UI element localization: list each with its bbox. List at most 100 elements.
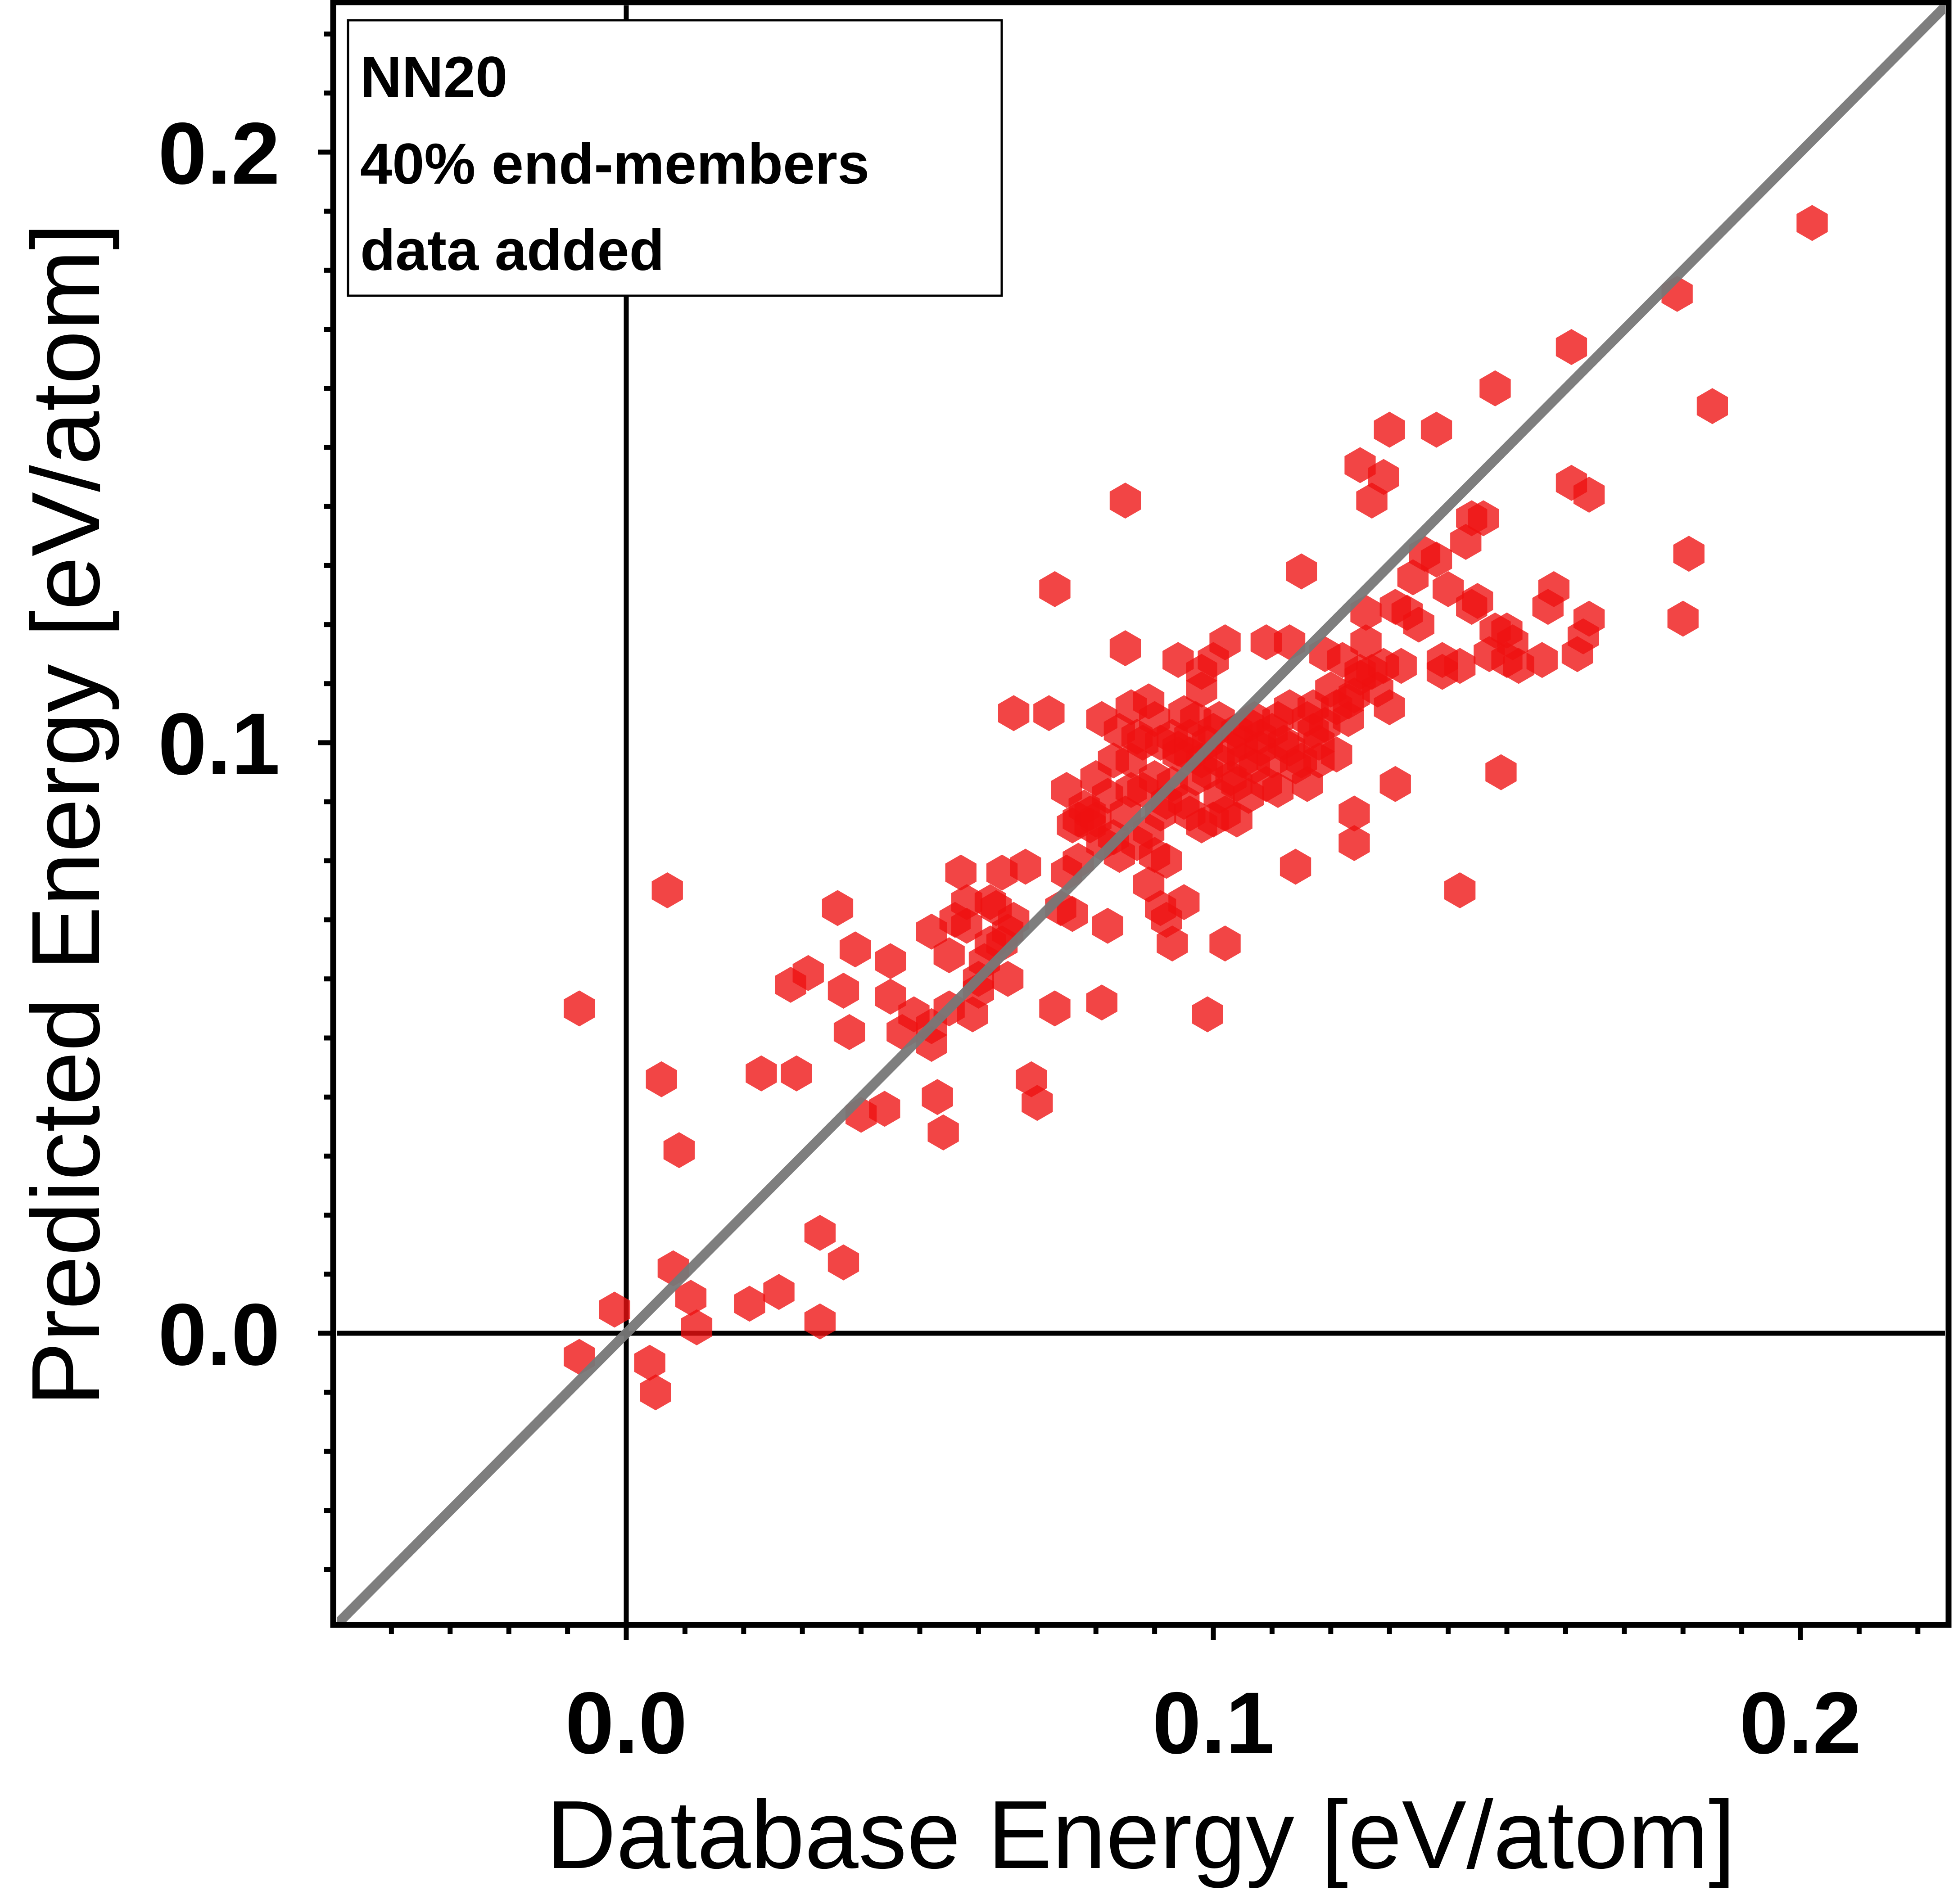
data-point (1503, 648, 1534, 684)
legend-frame (347, 19, 1003, 297)
y-tick-label: 0.1 (158, 695, 280, 793)
data-point (933, 937, 965, 974)
data-point (663, 1132, 695, 1169)
data-point (1280, 848, 1311, 885)
data-point (1462, 583, 1493, 619)
data-point (804, 1303, 836, 1340)
data-point (998, 695, 1030, 731)
data-point (1673, 536, 1705, 572)
data-point (1573, 600, 1605, 637)
data-point (1109, 630, 1141, 667)
data-point (1250, 624, 1282, 660)
reference-line-group (337, 5, 1945, 1625)
data-points (564, 205, 1828, 1411)
x-tick-label: 0.1 (1152, 1674, 1274, 1772)
data-point (1526, 642, 1558, 678)
data-point (1057, 896, 1088, 932)
y-tick-labels: 0.0 0.1 0.2 (158, 104, 280, 1384)
data-point (875, 979, 906, 1015)
data-point (746, 1055, 777, 1092)
data-point (675, 1280, 707, 1316)
data-point (1379, 766, 1411, 802)
legend-box: NN20 40% end-members data added (347, 19, 1003, 297)
y-tick-label: 0.2 (158, 104, 280, 203)
data-point (822, 890, 854, 926)
data-point (1433, 571, 1464, 607)
data-point (1420, 411, 1452, 448)
data-point (1374, 411, 1405, 448)
data-point (1368, 459, 1399, 495)
data-point (634, 1345, 665, 1381)
data-point (833, 1014, 865, 1050)
data-point (828, 1244, 859, 1281)
data-point (1338, 795, 1370, 832)
data-point (763, 1274, 795, 1310)
data-point (927, 1114, 959, 1151)
data-point (1796, 205, 1828, 241)
data-point (804, 1215, 836, 1251)
data-point (1420, 541, 1452, 578)
data-point (564, 990, 595, 1027)
data-point (1468, 500, 1499, 537)
data-point (1192, 996, 1223, 1033)
data-point (1321, 736, 1352, 773)
data-point (1209, 624, 1241, 660)
data-point (1039, 571, 1071, 607)
data-point (951, 907, 982, 944)
x-tick-labels: 0.0 0.1 0.2 (565, 1674, 1861, 1772)
data-point (1109, 483, 1141, 519)
data-point (1350, 624, 1382, 660)
data-point (922, 1079, 953, 1115)
legend-line-3: data added (360, 218, 665, 283)
data-point (1010, 848, 1041, 885)
data-point (1479, 370, 1511, 406)
data-point (734, 1286, 765, 1322)
data-point (1344, 447, 1376, 483)
data-point (1262, 772, 1294, 808)
data-point (640, 1374, 671, 1411)
data-point (951, 884, 982, 920)
data-point (1667, 600, 1699, 637)
data-point (1039, 990, 1071, 1027)
data-point (828, 973, 859, 1009)
data-point (875, 943, 906, 979)
y-tick-label: 0.0 (158, 1286, 280, 1384)
data-point (1573, 477, 1605, 513)
data-point (1538, 571, 1569, 607)
data-point (1162, 642, 1194, 678)
data-point (651, 872, 683, 908)
data-point (1209, 925, 1241, 962)
data-point (599, 1291, 630, 1328)
data-point (1485, 754, 1517, 790)
data-point (1444, 648, 1476, 684)
data-point (839, 931, 871, 968)
data-point (646, 1061, 677, 1097)
legend-line-1: NN20 (360, 45, 507, 109)
data-point (992, 961, 1024, 997)
data-point (945, 854, 977, 891)
data-point (1033, 695, 1065, 731)
x-tick-label: 0.2 (1739, 1674, 1861, 1772)
x-tick-label: 0.0 (565, 1674, 687, 1772)
data-point (1374, 689, 1405, 726)
data-point (1696, 388, 1728, 424)
data-point (1444, 872, 1476, 908)
data-point (916, 913, 947, 950)
data-point (1022, 1085, 1053, 1121)
data-point (681, 1309, 713, 1345)
data-point (781, 1055, 812, 1092)
x-axis-title: Database Energy [eV/atom] (546, 1780, 1735, 1889)
data-point (1338, 825, 1370, 861)
y-axis-title: Predicted Energy [eV/atom] (11, 223, 120, 1406)
data-point (1403, 606, 1434, 643)
legend-line-2: 40% end-members (360, 132, 869, 196)
data-point (1086, 984, 1117, 1021)
data-point (1157, 925, 1188, 962)
data-point (1286, 553, 1317, 590)
data-point (1092, 907, 1123, 944)
identity-line (337, 5, 1945, 1625)
axis-ticks (318, 32, 1921, 1640)
data-point (986, 854, 1018, 891)
data-point (869, 1091, 900, 1127)
